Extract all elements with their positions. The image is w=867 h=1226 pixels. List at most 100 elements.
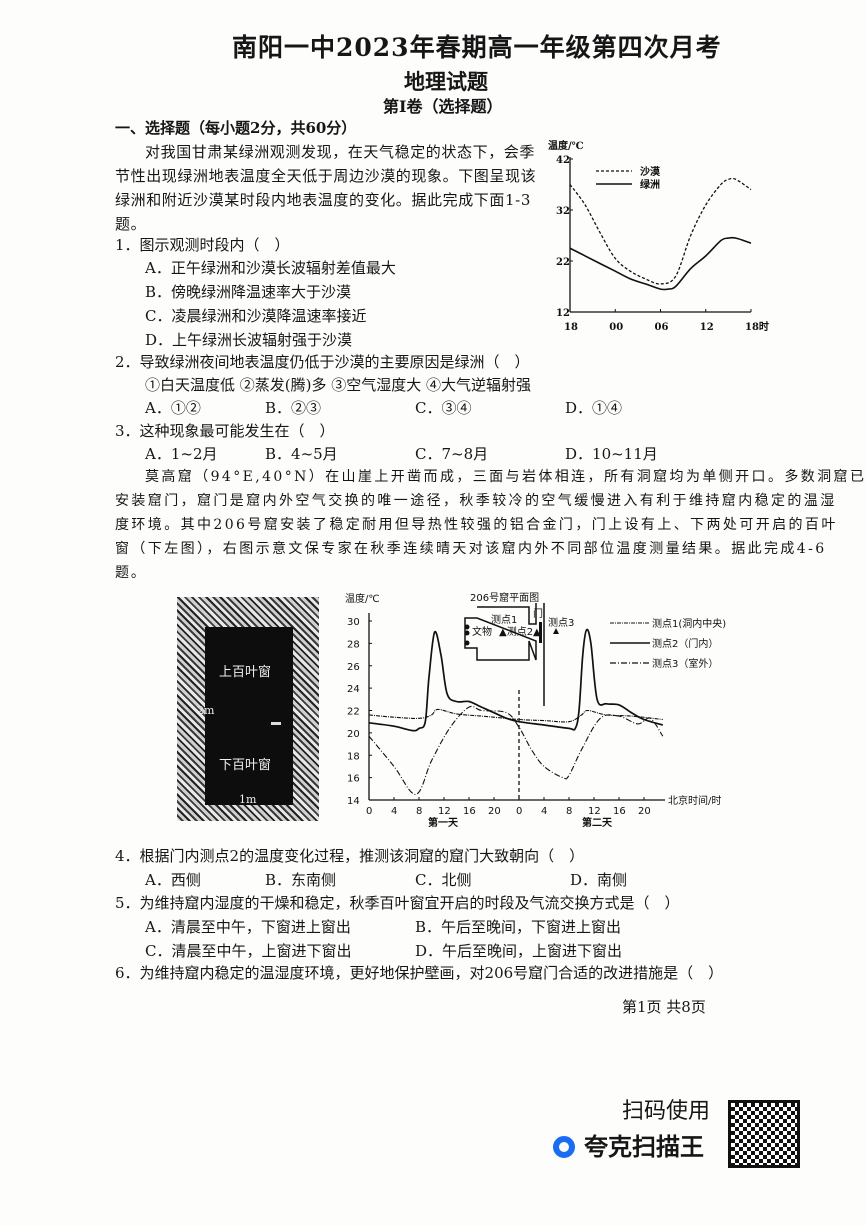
question-3-stem: 3．这种现象最可能发生在（ ） xyxy=(115,422,335,440)
passage2-line: 莫高窟（94°E,40°N）在山崖上开凿而成，三面与岩体相连，所有洞窟均为单侧开… xyxy=(145,469,867,485)
q5-option-d: D．午后至晚间，上窗进下窗出 xyxy=(415,942,623,960)
c2-xlabel: 北京时间/时 xyxy=(668,794,721,807)
c2-series-p1 xyxy=(368,708,663,723)
question-6-stem: 6．为维持窟内稳定的温湿度环境，更好地保护壁画，对206号窟门合适的改进措施是（… xyxy=(115,964,724,982)
lower-louver-label: 下百叶窗 xyxy=(219,758,272,773)
c1-y-tick-label: 32 xyxy=(556,206,570,217)
q5-option-c: C．清晨至中午，上窗进下窗出 xyxy=(145,942,352,960)
c1-legend-oasis: 绿洲 xyxy=(640,178,660,191)
section-heading: 一、选择题（每小题2分，共60分） xyxy=(115,119,357,137)
q2-option-c: C．③④ xyxy=(415,399,472,417)
question-5-stem: 5．为维持窟内湿度的干燥和稳定，秋季百叶窗宜开启的时段及气流交换方式是（ ） xyxy=(115,894,680,912)
q5-option-b: B．午后至晚间，下窗进上窗出 xyxy=(415,918,622,936)
q3-option-b: B．4~5月 xyxy=(265,445,338,463)
q3-option-a: A．1~2月 xyxy=(145,445,218,463)
c2-x-tick-label: 20 xyxy=(488,806,501,817)
c1-y-tick-label: 22 xyxy=(556,257,570,268)
c2-ylabel: 温度/℃ xyxy=(345,592,380,605)
door-handle xyxy=(271,722,281,725)
c1-y-tick-label: 12 xyxy=(556,308,570,319)
q5-option-a: A．清晨至中午，下窗进上窗出 xyxy=(145,918,351,936)
c1-x-tick-label: 12 xyxy=(700,322,714,333)
passage2-line: 窗（下左图），右图示意文保专家在秋季连续晴天对该窟内外不同部位温度测量结果。据此… xyxy=(115,541,827,557)
p3-triangle-icon xyxy=(553,628,559,634)
relic-dot xyxy=(464,640,470,646)
inset-outline xyxy=(464,603,545,706)
day2-label: 第二天 xyxy=(582,816,613,829)
c2-x-tick-label: 12 xyxy=(438,806,451,817)
volume-title: 第I卷（选择题） xyxy=(383,97,503,116)
c2-y-tick-label: 18 xyxy=(347,751,360,762)
c2-y-tick-label: 30 xyxy=(347,617,360,628)
c2-legend-p1: 测点1(洞内中央) xyxy=(652,617,726,630)
inset-title: 206号窟平面图 xyxy=(470,591,539,604)
c2-x-tick-label: 0 xyxy=(366,806,372,817)
c2-x-tick-label: 4 xyxy=(541,806,547,817)
page-number: 第1页 共8页 xyxy=(622,998,706,1016)
c1-x-tick-label: 18 xyxy=(564,322,578,333)
q3-option-c: C．7~8月 xyxy=(415,445,489,463)
c1-x-tick-label: 18时 xyxy=(745,320,769,333)
c2-x-tick-label: 8 xyxy=(566,806,572,817)
c2-y-tick-label: 24 xyxy=(347,684,360,695)
subject-title: 地理试题 xyxy=(404,69,488,94)
c2-x-tick-label: 16 xyxy=(613,806,626,817)
c1-ylabel: 温度/℃ xyxy=(548,139,584,152)
c2-y-tick-label: 28 xyxy=(347,639,360,650)
c1-x-tick-label: 00 xyxy=(609,322,623,333)
inset-relic: 文物 xyxy=(472,625,492,638)
q1-option-d: D．上午绿洲长波辐射强于沙漠 xyxy=(145,331,353,349)
c1-x-tick-label: 06 xyxy=(655,322,669,333)
c2-y-tick-label: 14 xyxy=(347,796,360,807)
q1-option-a: A．正午绿洲和沙漠长波辐射差值最大 xyxy=(145,259,396,277)
quark-logo-icon xyxy=(553,1136,575,1158)
door-photo: 上百叶窗 下百叶窗 2m 1m xyxy=(177,597,319,821)
c2-x-tick-label: 8 xyxy=(416,806,422,817)
oasis-desert-temperature-chart: 12 22 32 42 18 00 06 12 18时 温度/℃ 沙漠 绿洲 xyxy=(548,139,769,333)
c2-x-tick-label: 12 xyxy=(588,806,601,817)
scanner-brand: 夸克扫描王 xyxy=(584,1133,704,1161)
exam-title: 南阳一中2023年春期高一年级第四次月考 xyxy=(232,33,722,62)
q4-option-a: A．西侧 xyxy=(145,871,201,889)
c2-legend-p3: 测点3（室外） xyxy=(652,657,718,670)
c2-series-p2 xyxy=(368,628,664,732)
inset-p3: 测点3 xyxy=(548,616,574,629)
c1-y-tick-label: 42 xyxy=(556,155,570,166)
c2-legend-p2: 测点2（门内） xyxy=(652,637,718,650)
passage1-line: 对我国甘肃某绿洲观测发现，在天气稳定的状态下，会季 xyxy=(145,143,536,161)
inset-p1: 测点1 xyxy=(491,613,517,626)
inset-p2: ▲测点2▲ xyxy=(499,625,541,638)
grotto-temperature-chart: 14 16 18 20 22 24 26 28 30 0 4 8 12 16 20 0 4 8 12 16 20 温度/… xyxy=(345,591,726,829)
c1-series-desert xyxy=(569,177,752,285)
qr-code[interactable] xyxy=(728,1100,800,1168)
passage2-line: 度环境。其中206号窟安装了稳定耐用但导热性较强的铝合金门，门上设有上、下两处可… xyxy=(115,517,838,533)
inset-door xyxy=(539,622,542,643)
q2-option-b: B．②③ xyxy=(265,399,322,417)
passage2-line: 安装窟门，窟门是窟内外空气交换的唯一途径，秋季较冷的空气缓慢进入有利于维持窟内稳… xyxy=(115,493,837,509)
c2-y-tick-label: 20 xyxy=(347,729,360,740)
question-2-stem: 2．导致绿洲夜间地表温度仍低于沙漠的主要原因是绿洲（ ） xyxy=(115,353,530,371)
passage1-line: 节性出现绿洲地表温度全天低于周边沙漠的现象。下图呈现该 xyxy=(115,167,537,185)
relic-dot xyxy=(464,624,470,630)
c1-legend-desert: 沙漠 xyxy=(640,165,661,178)
q1-option-b: B．傍晚绿洲降温速率大于沙漠 xyxy=(145,283,352,301)
passage1-line: 绿洲和附近沙漠某时段内地表温度的变化。据此完成下面1-3 xyxy=(115,191,531,209)
c2-x-tick-label: 0 xyxy=(516,806,522,817)
c2-x-tick-label: 4 xyxy=(391,806,397,817)
passage2-line: 题。 xyxy=(115,565,147,581)
c2-x-tick-label: 20 xyxy=(638,806,651,817)
q4-option-d: D．南侧 xyxy=(570,871,628,889)
c2-x-tick-label: 16 xyxy=(463,806,476,817)
floor-plan-inset: 206号窟平面图 测点1 文物 ▲测点2▲ 门 测点3 xyxy=(464,591,574,706)
height-label: 2m xyxy=(197,704,215,717)
c2-y-tick-label: 16 xyxy=(347,774,360,785)
inset-door-label: 门 xyxy=(533,607,543,620)
passage1-line: 题。 xyxy=(115,215,147,233)
q3-option-d: D．10~11月 xyxy=(565,445,658,463)
upper-louver-label: 上百叶窗 xyxy=(219,665,272,680)
aluminum-door: 上百叶窗 下百叶窗 xyxy=(205,627,293,805)
q2-option-d: D．①④ xyxy=(565,399,623,417)
c2-y-tick-label: 26 xyxy=(347,662,360,673)
q4-option-b: B．东南侧 xyxy=(265,871,337,889)
